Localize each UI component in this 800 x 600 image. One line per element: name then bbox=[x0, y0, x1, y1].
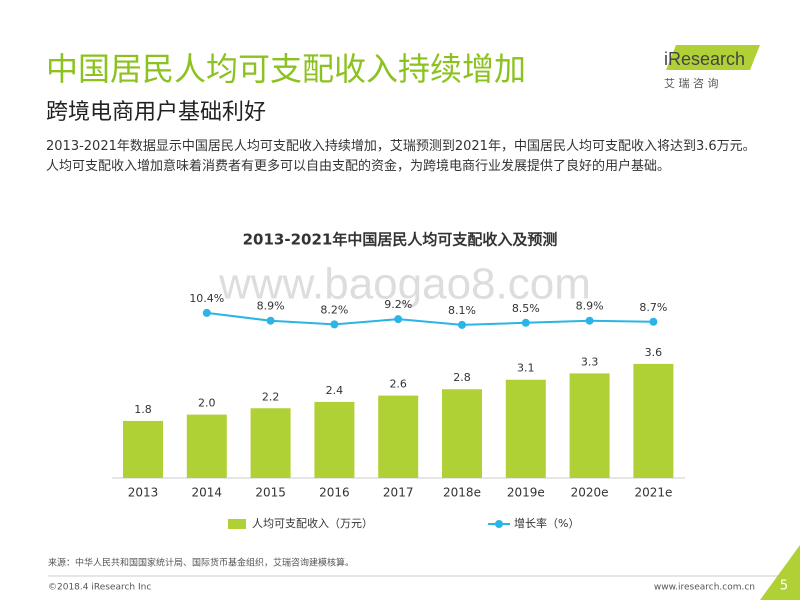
x-tick-label: 2021e bbox=[634, 486, 672, 500]
x-tick-label: 2014 bbox=[192, 486, 223, 500]
line-point bbox=[266, 316, 275, 325]
x-tick-label: 2016 bbox=[319, 486, 350, 500]
bar bbox=[250, 408, 291, 478]
data-label: 2.2 bbox=[262, 390, 280, 403]
line-point bbox=[585, 316, 594, 325]
chart-title: 2013-2021年中国居民人均可支配收入及预测 bbox=[243, 231, 558, 249]
line bbox=[206, 311, 654, 326]
logo-sub: 艾 瑞 咨 询 bbox=[664, 76, 719, 90]
x-tick-label: 2020e bbox=[571, 486, 609, 500]
legend-swatch bbox=[495, 520, 503, 528]
data-label: 10.4% bbox=[189, 292, 224, 305]
x-tick-label: 2017 bbox=[383, 486, 414, 500]
x-tick-label: 2018e bbox=[443, 486, 481, 500]
bar bbox=[314, 401, 355, 478]
line-point bbox=[649, 317, 658, 326]
copyright: ©2018.4 iResearch Inc bbox=[48, 583, 151, 593]
data-label: 8.5% bbox=[512, 302, 540, 315]
page-number: 5 bbox=[780, 579, 788, 594]
data-label: 8.9% bbox=[576, 300, 604, 313]
line-point bbox=[330, 320, 339, 329]
data-label: 3.6 bbox=[645, 346, 663, 359]
line-point bbox=[521, 318, 530, 327]
page-title: 中国居民人均可支配收入持续增加 bbox=[46, 50, 527, 88]
legend-label: 人均可支配收入（万元） bbox=[252, 516, 373, 530]
bar bbox=[442, 389, 482, 478]
bar bbox=[569, 373, 610, 478]
data-label: 9.2% bbox=[384, 298, 412, 311]
data-label: 3.1 bbox=[517, 362, 535, 375]
line-point bbox=[394, 315, 403, 324]
bar bbox=[505, 379, 546, 478]
data-label: 8.2% bbox=[320, 303, 348, 316]
source: 来源：中华人民共和国国家统计局、国际货币基金组织，艾瑞咨询建模核算。 bbox=[48, 557, 354, 569]
corner bbox=[760, 545, 800, 600]
page-subtitle: 跨境电商用户基础利好 bbox=[46, 100, 267, 125]
logo: iResearch bbox=[664, 49, 745, 69]
data-label: 2.8 bbox=[453, 371, 471, 384]
bar bbox=[186, 414, 227, 478]
x-tick-label: 2015 bbox=[255, 486, 286, 500]
legend-swatch bbox=[228, 519, 246, 529]
legend-label: 增长率（%） bbox=[514, 516, 579, 530]
website: www.iresearch.com.cn bbox=[654, 583, 755, 593]
data-label: 2.0 bbox=[198, 397, 216, 410]
bar bbox=[123, 420, 163, 478]
line-point bbox=[458, 320, 466, 329]
data-label: 3.3 bbox=[581, 355, 599, 368]
data-label: 8.7% bbox=[639, 301, 667, 314]
bar bbox=[633, 363, 674, 478]
bar bbox=[378, 395, 419, 478]
data-label: 1.8 bbox=[134, 403, 152, 416]
x-tick-label: 2019e bbox=[507, 486, 545, 500]
watermark: www.baogao8.com bbox=[218, 260, 591, 309]
data-label: 8.1% bbox=[448, 304, 476, 317]
data-label: 2.4 bbox=[326, 384, 344, 397]
data-label: 2.6 bbox=[389, 378, 407, 391]
intro-text: 2013-2021年数据显示中国居民人均可支配收入持续增加，艾瑞预测到2021年… bbox=[46, 139, 756, 174]
line-point bbox=[202, 308, 211, 317]
logo-bg bbox=[666, 45, 760, 70]
data-label: 8.9% bbox=[257, 300, 285, 313]
x-tick-label: 2013 bbox=[128, 486, 159, 500]
